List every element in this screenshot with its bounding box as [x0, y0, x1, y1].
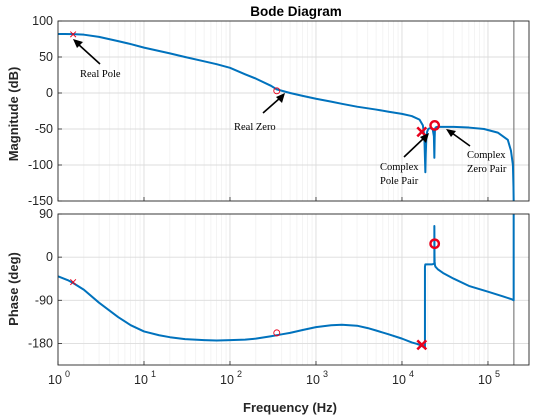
x-tick-label-exponent: 1 — [151, 369, 156, 379]
x-tick-label: 10 — [220, 373, 234, 387]
magnitude-zero-marker — [429, 120, 441, 131]
phase-series-line — [58, 214, 515, 349]
magnitude-pole-marker — [70, 31, 77, 38]
magnitude-axes-frame — [57, 20, 530, 202]
magnitude-y-tick-label: 50 — [39, 50, 53, 64]
annotation-real-zero: Real Zero — [234, 122, 276, 133]
annotation-real-pole: Real Pole — [80, 69, 121, 80]
x-tick-label: 10 — [48, 373, 62, 387]
magnitude-y-tick-label: -150 — [28, 194, 53, 208]
annotation-complex-pole-line2: Pole Pair — [380, 176, 419, 187]
magnitude-panel: 100 50 0 -50 -100 -150 — [28, 14, 530, 208]
arrow-real-zero — [262, 93, 285, 114]
magnitude-y-tick-label: 0 — [46, 86, 53, 100]
phase-y-tick-label: 0 — [46, 250, 53, 264]
annotation-complex-zero-line1: Complex — [467, 150, 506, 161]
annotation-complex-pole-line1: Complex — [380, 162, 419, 173]
chart-title: Bode Diagram — [250, 4, 342, 19]
magnitude-zero-marker — [273, 87, 281, 95]
magnitude-y-tick-label: -100 — [28, 158, 53, 172]
phase-pole-marker — [416, 339, 428, 351]
arrow-complex-pole — [403, 133, 429, 158]
x-tick-label-exponent: 0 — [65, 369, 70, 379]
x-tick-label: 10 — [306, 373, 320, 387]
phase-axes-frame — [57, 213, 530, 366]
magnitude-axis-label: Magnitude (dB) — [6, 67, 21, 162]
arrow-real-pole — [73, 39, 101, 65]
frequency-axis-label: Frequency (Hz) — [243, 400, 337, 415]
x-tick-label: 10 — [134, 373, 148, 387]
phase-pole-marker — [70, 278, 77, 286]
phase-zero-marker — [429, 238, 441, 250]
phase-y-tick-label: -180 — [28, 336, 53, 350]
x-tick-label-exponent: 4 — [409, 369, 414, 379]
annotation-arrows — [73, 39, 471, 158]
annotation-complex-zero-line2: Zero Pair — [467, 164, 507, 175]
x-tick-label-exponent: 2 — [237, 369, 242, 379]
phase-axis-label: Phase (deg) — [6, 252, 21, 326]
arrow-complex-zero — [446, 129, 471, 147]
phase-zero-marker — [273, 329, 281, 337]
phase-y-tick-label: 90 — [39, 207, 53, 221]
x-tick-label: 10 — [478, 373, 492, 387]
x-tick-label-exponent: 5 — [495, 369, 500, 379]
phase-plot-area — [58, 214, 529, 365]
phase-y-tick-label: -90 — [35, 293, 53, 307]
magnitude-plot-area — [58, 21, 529, 201]
magnitude-series-line — [58, 32, 515, 201]
x-tick-label-exponent: 3 — [323, 369, 328, 379]
x-tick-label: 10 — [392, 373, 406, 387]
magnitude-y-tick-label: 100 — [32, 14, 53, 28]
magnitude-y-tick-label: -50 — [35, 122, 53, 136]
